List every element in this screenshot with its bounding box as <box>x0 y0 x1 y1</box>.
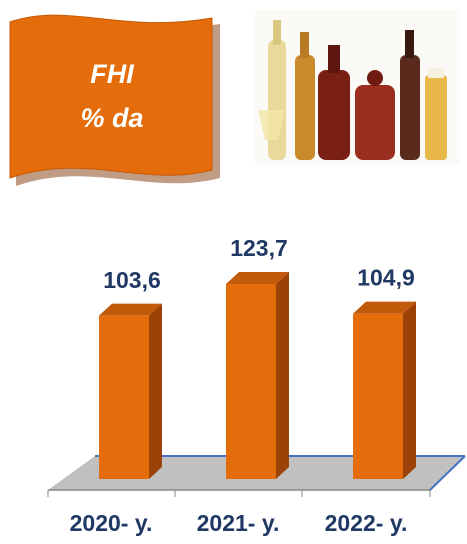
bar-top <box>99 303 162 316</box>
bar-top <box>226 272 289 284</box>
value-label: 123,7 <box>230 235 288 261</box>
banner <box>9 14 213 179</box>
bar <box>353 313 403 479</box>
x-tick-label: 2022- y. <box>325 510 408 536</box>
value-label: 103,6 <box>103 267 161 293</box>
x-tick-label: 2020- y. <box>70 510 153 536</box>
bar-side <box>403 301 416 479</box>
value-label: 104,9 <box>357 265 415 291</box>
floor-side-edge <box>429 455 466 491</box>
bar <box>226 284 276 479</box>
title-line: % da <box>80 103 143 133</box>
bottles-image <box>255 10 460 165</box>
bar-top <box>353 301 416 314</box>
bar-side <box>149 303 162 479</box>
bar <box>99 315 149 479</box>
bar-side <box>276 272 289 479</box>
x-tick-label: 2021- y. <box>197 510 280 536</box>
title-line: FHI <box>90 59 134 89</box>
